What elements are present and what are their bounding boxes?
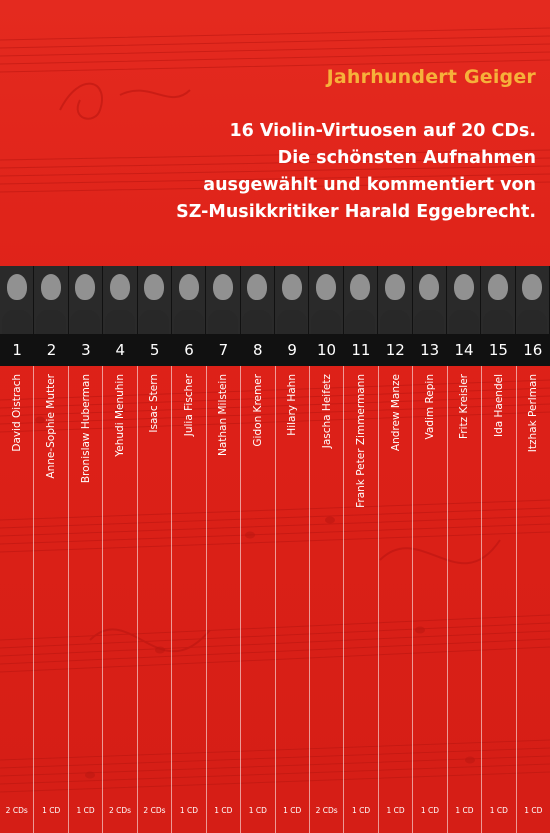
volume-number: 16 — [523, 341, 543, 359]
cd-count: 1 CD — [524, 806, 543, 815]
cd-count: 1 CD — [248, 806, 267, 815]
headline-line: SZ-Musikkritiker Harald Eggebrecht. — [176, 202, 536, 222]
cd-spine: Yehudi Menuhin 2 CDs — [103, 366, 138, 833]
cd-count: 2 CDs — [315, 806, 338, 815]
violinist-name: Anne-Sophie Mutter — [45, 374, 58, 479]
cd-spine: Hilary Hahn 1 CD — [276, 366, 310, 833]
cd-count: 1 CD — [386, 806, 405, 815]
cd-count: 1 CD — [214, 806, 233, 815]
cd-count: 1 CD — [352, 806, 371, 815]
portrait-photo — [0, 266, 35, 334]
violinist-name: Bronislaw Huberman — [79, 374, 92, 484]
violinist-name: Frank Peter Zimmermann — [355, 374, 368, 508]
cd-count: 1 CD — [489, 806, 508, 815]
headline: 16 Violin-Virtuosen auf 20 CDs. Die schö… — [6, 118, 536, 226]
cd-count: 1 CD — [420, 806, 440, 815]
portrait-photo — [34, 266, 69, 334]
portrait-strip — [0, 266, 550, 334]
cd-spine: Vadim Repin 1 CD — [413, 366, 448, 833]
violinist-name: David Oistrach — [10, 374, 23, 452]
headline-line: 16 Violin-Virtuosen auf 20 CDs. — [229, 121, 536, 141]
cd-count: 2 CDs — [143, 806, 166, 815]
violinist-name: Itzhak Perlman — [527, 374, 540, 453]
volume-number: 2 — [46, 341, 57, 359]
volume-number: 10 — [317, 341, 337, 359]
portrait-photo — [344, 266, 379, 334]
violinist-name: Julia Fischer — [182, 374, 195, 437]
cd-spine: Gidon Kremer 1 CD — [241, 366, 276, 833]
volume-number: 3 — [81, 341, 91, 359]
cd-spine: Isaac Stern 2 CDs — [138, 366, 173, 833]
volume-number: 4 — [115, 341, 126, 359]
cd-count: 1 CD — [42, 806, 61, 815]
volume-number: 7 — [218, 341, 229, 359]
portrait-photo — [447, 266, 482, 334]
portrait-photo — [309, 266, 344, 334]
cd-spine: Nathan Milstein 1 CD — [207, 366, 242, 833]
violinist-name: Yehudi Menuhin — [114, 374, 127, 457]
violinist-name: Ida Haendel — [492, 374, 505, 438]
portrait-photo — [481, 266, 516, 334]
portrait-photo — [378, 266, 413, 334]
cd-spine: Frank Peter Zimmermann 1 CD — [344, 366, 379, 833]
violinist-name: Fritz Kreisler — [458, 374, 471, 439]
portrait-photo — [413, 266, 447, 334]
volume-number: 14 — [454, 341, 474, 359]
portrait-photo — [206, 266, 241, 334]
violinist-name: Nathan Milstein — [217, 374, 230, 457]
cd-spine: Julia Fischer 1 CD — [172, 366, 207, 833]
volume-number: 5 — [149, 341, 160, 359]
violinist-name: Gidon Kremer — [251, 374, 264, 447]
portrait-photo — [172, 266, 207, 334]
portrait-photo — [516, 266, 550, 334]
violinist-name: Hilary Hahn — [286, 374, 299, 436]
portrait-photo — [69, 266, 104, 334]
cd-spine: Bronislaw Huberman 1 CD — [69, 366, 104, 833]
volume-number: 8 — [253, 341, 263, 359]
violinist-name: Isaac Stern — [148, 374, 161, 433]
volume-number-band: 1 2 3 4 5 6 7 8 9 10 11 12 13 14 15 16 — [0, 334, 550, 366]
cd-spine: Anne-Sophie Mutter 1 CD — [34, 366, 69, 833]
portrait-photo — [275, 266, 310, 334]
portrait-photo — [241, 266, 275, 334]
volume-number: 6 — [184, 341, 194, 359]
violinist-name: Vadim Repin — [423, 374, 436, 440]
portrait-photo — [138, 266, 172, 334]
cd-spine: Itzhak Perlman 1 CD — [517, 366, 550, 833]
violinist-name: Jascha Heifetz — [320, 374, 333, 449]
cd-spine: Ida Haendel 1 CD — [482, 366, 517, 833]
volume-number: 12 — [385, 341, 405, 359]
cd-count: 2 CDs — [108, 806, 132, 815]
cd-spine: Jascha Heifetz 2 CDs — [310, 366, 345, 833]
portrait-photo — [103, 266, 138, 334]
cd-count: 1 CD — [179, 806, 198, 815]
cd-count: 2 CDs — [5, 806, 28, 815]
headline-line: ausgewählt und kommentiert von — [203, 175, 536, 195]
cd-spine: David Oistrach 2 CDs — [0, 366, 35, 833]
cd-count: 1 CD — [76, 806, 95, 815]
cd-count: 1 CD — [455, 806, 474, 815]
series-title: Jahrhundert Geiger — [326, 66, 536, 88]
cd-spine: Andrew Manze 1 CD — [379, 366, 414, 833]
cd-spines: David Oistrach 2 CDs Anne-Sophie Mutter 1 … — [0, 366, 550, 833]
violinist-name: Andrew Manze — [389, 374, 402, 452]
headline-line: Die schönsten Aufnahmen — [277, 148, 536, 168]
volume-number: 1 — [12, 341, 22, 359]
volume-number: 13 — [420, 341, 440, 359]
volume-number: 11 — [351, 341, 371, 359]
cd-count: 1 CD — [283, 806, 302, 815]
cd-spine: Fritz Kreisler 1 CD — [448, 366, 483, 833]
volume-number: 9 — [287, 341, 297, 359]
volume-number: 15 — [488, 341, 508, 359]
